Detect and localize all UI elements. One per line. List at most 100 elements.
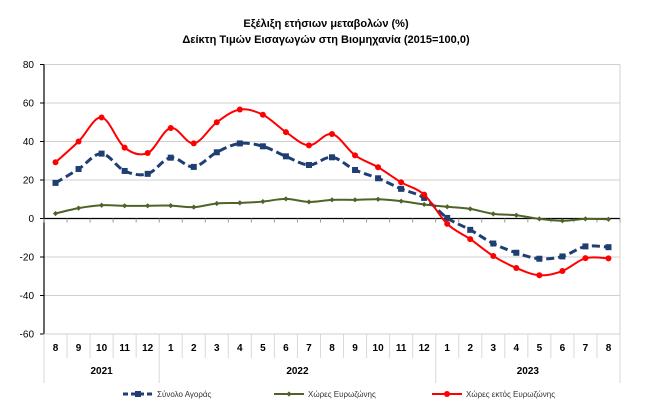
x-tick-label: 8	[606, 343, 612, 354]
data-point-circle	[305, 142, 312, 149]
data-point-square	[305, 161, 312, 168]
data-point-diamond	[283, 196, 289, 202]
legend-item: Σύνολο Αγοράς	[123, 390, 212, 399]
data-point-diamond	[99, 202, 105, 208]
x-tick-label: 10	[373, 343, 385, 354]
data-point-diamond	[559, 218, 565, 224]
data-point-circle	[490, 253, 497, 260]
x-tick-label: 1	[168, 343, 174, 354]
data-point-square	[75, 166, 82, 173]
x-tick-label: 3	[490, 343, 496, 354]
data-point-diamond	[306, 199, 312, 205]
data-point-diamond	[286, 391, 292, 397]
x-tick-label: 3	[214, 343, 220, 354]
y-tick-label: 20	[23, 176, 35, 187]
data-point-diamond	[260, 198, 266, 205]
data-point-square	[513, 249, 520, 256]
data-point-square	[536, 255, 543, 262]
legend-label: Σύνολο Αγοράς	[157, 390, 212, 399]
data-point-circle	[121, 144, 128, 151]
data-point-diamond	[467, 206, 473, 212]
data-point-diamond	[444, 204, 450, 210]
data-point-square	[236, 140, 243, 147]
x-tick-label: 11	[119, 343, 130, 354]
data-point-diamond	[421, 201, 427, 208]
data-point-circle	[467, 236, 474, 243]
x-tick-label: 11	[396, 343, 407, 354]
data-point-diamond	[398, 198, 404, 204]
data-point-diamond	[605, 216, 612, 222]
chart-title: Εξέλιξη ετήσιων μεταβολών (%)	[243, 18, 409, 30]
x-tick-label: 2	[467, 343, 473, 354]
data-point-diamond	[52, 210, 59, 217]
y-tick-label: 60	[23, 99, 35, 110]
data-point-square	[375, 175, 382, 182]
year-label: 2022	[286, 366, 309, 377]
legend-label: Χώρες Ευρωζώνης	[308, 390, 376, 399]
data-point-diamond	[490, 211, 496, 217]
data-point-diamond	[582, 216, 589, 222]
data-point-square	[329, 154, 335, 161]
data-point-square	[490, 240, 497, 247]
data-point-square	[213, 149, 220, 156]
data-point-diamond	[352, 197, 358, 203]
x-tick-label: 5	[537, 343, 543, 354]
data-point-diamond	[536, 216, 542, 222]
data-point-square	[444, 214, 451, 221]
x-tick-label: 6	[560, 343, 566, 354]
y-tick-label: 80	[23, 60, 35, 71]
y-tick-label: 40	[23, 137, 35, 148]
legend-label: Χώρες εκτός Ευρωζώνης	[466, 390, 555, 399]
data-point-circle	[513, 264, 520, 271]
data-point-diamond	[237, 200, 243, 206]
data-point-circle	[444, 220, 451, 227]
data-point-circle	[536, 272, 543, 279]
data-point-circle	[75, 138, 82, 145]
data-point-circle	[52, 159, 59, 166]
data-point-circle	[352, 152, 359, 159]
x-tick-label: 2	[191, 343, 197, 354]
series-0	[52, 140, 612, 262]
data-point-circle	[167, 125, 174, 132]
data-point-diamond	[75, 205, 82, 211]
x-tick-label: 9	[76, 343, 82, 354]
y-tick-label: 0	[28, 214, 34, 225]
data-point-square	[259, 143, 266, 150]
data-point-circle	[282, 129, 289, 136]
x-tick-label: 6	[283, 343, 289, 354]
data-point-square	[352, 166, 359, 173]
data-point-square	[167, 154, 174, 161]
y-tick-label: -40	[20, 291, 35, 302]
data-point-diamond	[329, 197, 335, 203]
x-tick-label: 12	[419, 343, 431, 354]
x-tick-label: 12	[142, 343, 154, 354]
data-point-circle	[236, 106, 243, 113]
data-point-circle	[398, 179, 405, 186]
data-point-circle	[444, 391, 450, 397]
data-point-square	[121, 167, 128, 174]
y-tick-label: -20	[20, 253, 35, 264]
series-1	[52, 196, 612, 224]
data-point-diamond	[375, 196, 381, 202]
data-point-diamond	[513, 212, 519, 218]
series-2	[52, 106, 612, 279]
data-point-circle	[582, 255, 589, 262]
data-point-circle	[213, 119, 220, 126]
data-point-circle	[190, 140, 197, 147]
x-tick-label: 5	[260, 343, 266, 354]
x-tick-label: 8	[329, 343, 335, 354]
data-point-circle	[144, 150, 151, 157]
data-point-square	[98, 150, 105, 157]
x-tick-label: 7	[306, 343, 312, 354]
data-point-diamond	[168, 203, 174, 209]
data-point-diamond	[214, 200, 220, 207]
data-point-square	[190, 163, 197, 170]
x-tick-label: 1	[444, 343, 450, 354]
data-point-square	[582, 243, 589, 250]
year-label: 2023	[517, 366, 540, 377]
data-point-circle	[98, 114, 105, 121]
x-tick-label: 4	[237, 343, 243, 354]
data-point-circle	[259, 111, 266, 118]
data-point-square	[605, 244, 612, 251]
